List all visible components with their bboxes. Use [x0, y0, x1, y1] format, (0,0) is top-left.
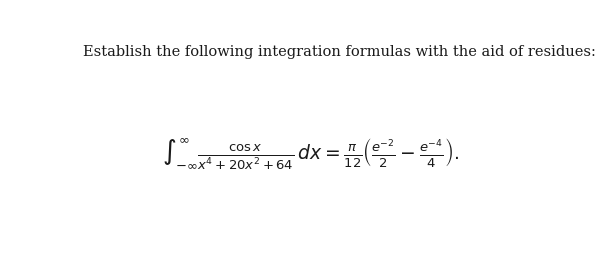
Text: Establish the following integration formulas with the aid of residues:: Establish the following integration form… — [83, 45, 596, 59]
Text: $\int_{-\infty}^{\infty} \frac{\cos x}{x^4 + 20x^2 + 64}\, dx = \frac{\pi}{12}\l: $\int_{-\infty}^{\infty} \frac{\cos x}{x… — [162, 135, 459, 172]
